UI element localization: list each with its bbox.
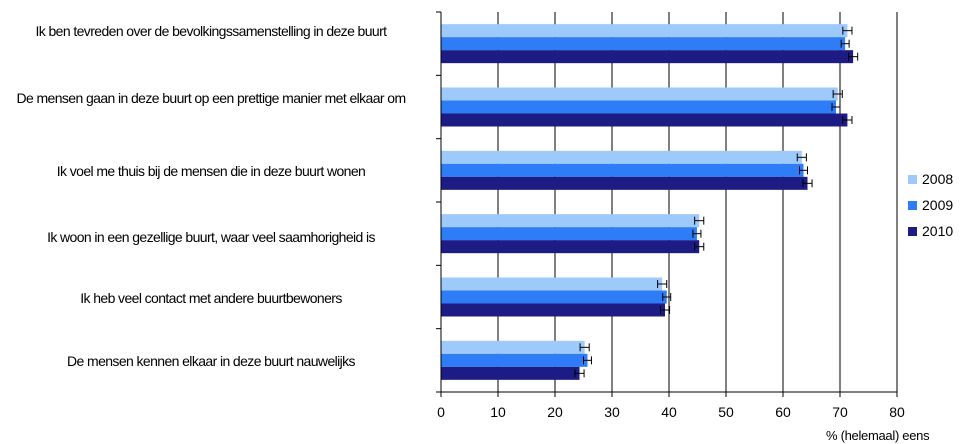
x-tick-label-20: 20 <box>547 404 563 420</box>
bar-2008-6 <box>441 340 585 354</box>
x-tick-label-30: 30 <box>604 404 620 420</box>
x-tick-label-60: 60 <box>775 404 791 420</box>
legend-label-2008: 2008 <box>922 171 954 187</box>
category-label-4: Ik woon in een gezellige buurt, waar vee… <box>47 229 375 245</box>
x-tick-label-50: 50 <box>718 404 734 420</box>
x-tick-label-80: 80 <box>889 404 905 420</box>
bar-2008-2 <box>441 87 838 101</box>
category-label-5: Ik heb veel contact met andere buurtbewo… <box>80 290 342 306</box>
bar-2009-3 <box>441 163 804 177</box>
x-tick-label-10: 10 <box>490 404 506 420</box>
bar-2009-5 <box>441 290 667 304</box>
bar-2009-1 <box>441 37 846 51</box>
bar-2010-5 <box>441 303 666 317</box>
bar-2010-1 <box>441 50 854 64</box>
x-tick-label-70: 70 <box>832 404 848 420</box>
legend-label-2010: 2010 <box>922 223 954 239</box>
bar-2010-3 <box>441 176 808 190</box>
legend-swatch-2009 <box>908 200 917 210</box>
legend-item-2008: 2008 <box>908 166 953 192</box>
legend-item-2010: 2010 <box>908 218 953 244</box>
category-label-3: Ik voel me thuis bij de mensen die in de… <box>56 163 366 179</box>
bar-2008-3 <box>441 150 802 164</box>
bar-2008-1 <box>441 24 848 38</box>
bar-2010-4 <box>441 240 700 254</box>
legend: 2008 2009 2010 <box>908 166 953 244</box>
legend-swatch-2008 <box>908 174 917 184</box>
x-tick-label-0: 0 <box>437 404 445 420</box>
x-tick-label-40: 40 <box>661 404 677 420</box>
category-label-2: De mensen gaan in deze buurt op een pret… <box>16 90 406 106</box>
bar-2009-2 <box>441 100 837 114</box>
bar-2008-5 <box>441 277 663 291</box>
category-label-1: Ik ben tevreden over de bevolkingssamens… <box>35 23 388 39</box>
x-axis-title: % (helemaal) eens <box>826 428 930 443</box>
legend-swatch-2010 <box>908 226 917 236</box>
legend-item-2009: 2009 <box>908 192 953 218</box>
bar-2008-4 <box>441 214 700 228</box>
bar-2010-6 <box>441 366 580 380</box>
category-label-6: De mensen kennen elkaar in deze buurt na… <box>67 353 356 369</box>
bar-2009-6 <box>441 353 588 367</box>
bar-2010-2 <box>441 113 848 127</box>
legend-label-2009: 2009 <box>922 197 954 213</box>
bar-2009-4 <box>441 227 697 241</box>
